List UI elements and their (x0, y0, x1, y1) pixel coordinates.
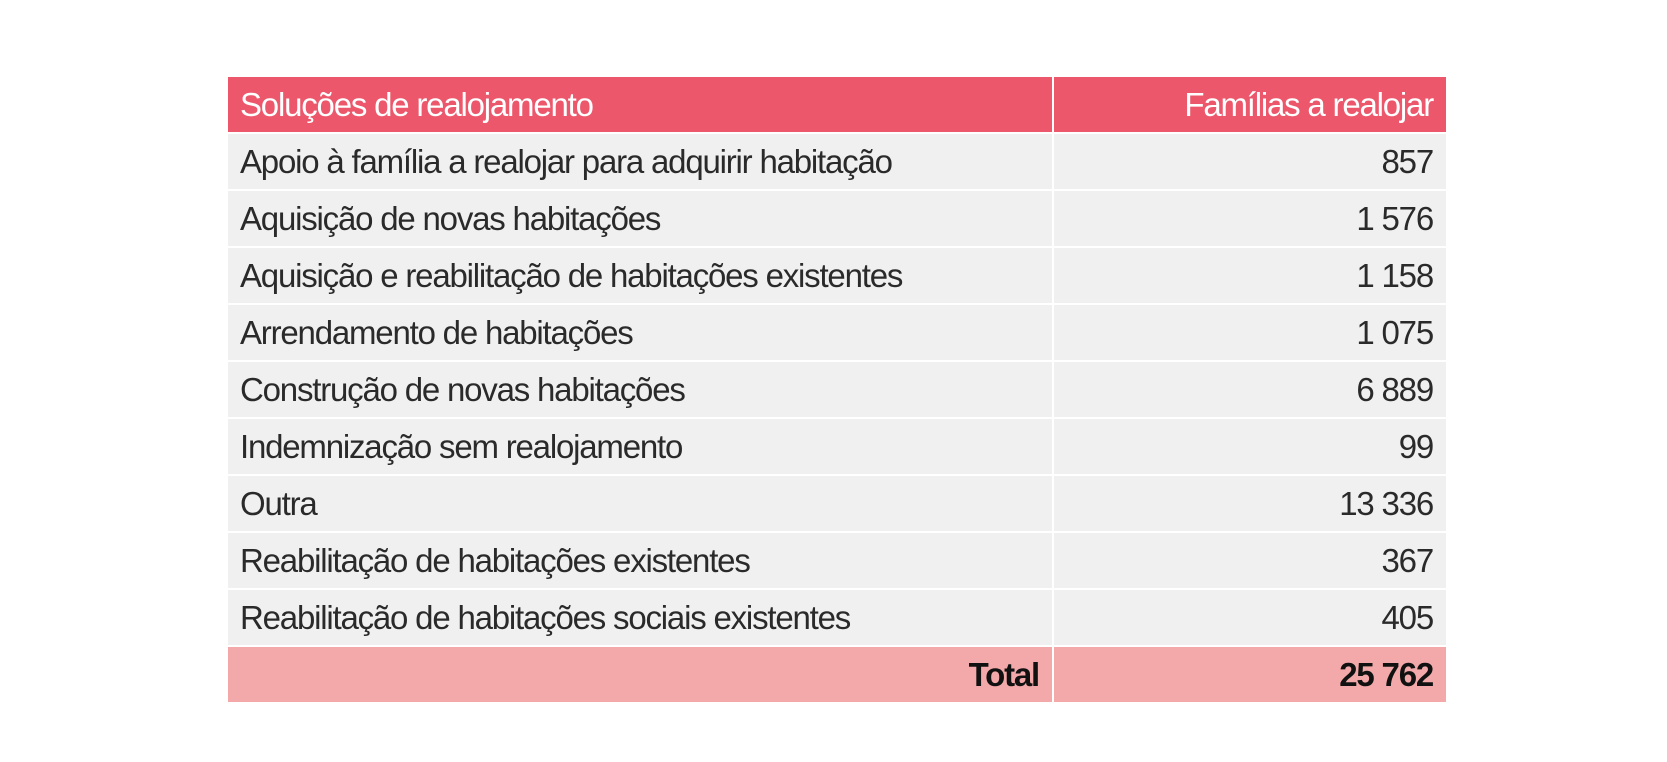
row-solution: Arrendamento de habitações (228, 305, 1052, 360)
row-families: 1 576 (1054, 191, 1446, 246)
total-value: 25 762 (1054, 647, 1446, 702)
row-families: 6 889 (1054, 362, 1446, 417)
row-families: 13 336 (1054, 476, 1446, 531)
column-divider (1052, 476, 1054, 531)
column-divider (1052, 134, 1054, 189)
row-solution: Indemnização sem realojamento (228, 419, 1052, 474)
row-solution: Reabilitação de habitações existentes (228, 533, 1052, 588)
row-families: 367 (1054, 533, 1446, 588)
header-families: Famílias a realojar (1054, 77, 1446, 132)
column-divider (1052, 647, 1054, 702)
row-solution: Aquisição e reabilitação de habitações e… (228, 248, 1052, 303)
row-families: 405 (1054, 590, 1446, 645)
row-solution: Construção de novas habitações (228, 362, 1052, 417)
column-divider (1052, 362, 1054, 417)
row-solution: Aquisição de novas habitações (228, 191, 1052, 246)
column-divider (1052, 77, 1054, 132)
row-solution: Outra (228, 476, 1052, 531)
row-families: 99 (1054, 419, 1446, 474)
total-label: Total (228, 647, 1052, 702)
column-divider (1052, 305, 1054, 360)
row-families: 857 (1054, 134, 1446, 189)
column-divider (1052, 248, 1054, 303)
row-solution: Reabilitação de habitações sociais exist… (228, 590, 1052, 645)
column-divider (1052, 191, 1054, 246)
header-solutions: Soluções de realojamento (228, 77, 1052, 132)
column-divider (1052, 533, 1054, 588)
column-divider (1052, 419, 1054, 474)
column-divider (1052, 590, 1054, 645)
row-families: 1 075 (1054, 305, 1446, 360)
relocation-table: Soluções de realojamento Famílias a real… (228, 77, 1446, 702)
row-families: 1 158 (1054, 248, 1446, 303)
row-solution: Apoio à família a realojar para adquirir… (228, 134, 1052, 189)
